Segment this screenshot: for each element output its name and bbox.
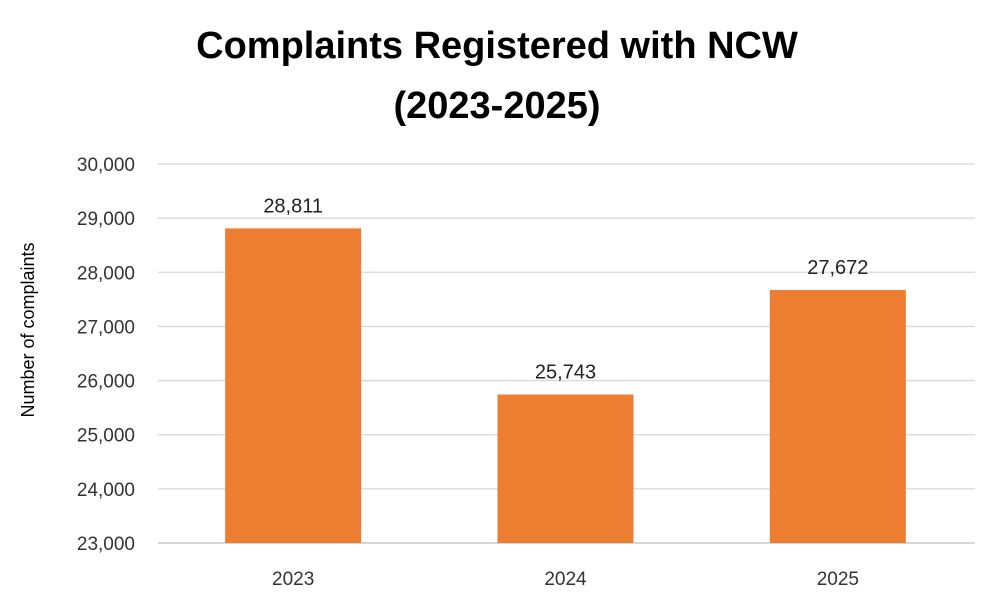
x-tick-label: 2024 xyxy=(544,569,587,590)
y-tick-label: 26,000 xyxy=(77,372,135,393)
data-label: 27,672 xyxy=(807,257,868,279)
bar-2024 xyxy=(497,394,634,543)
bars xyxy=(225,228,906,543)
y-axis-label: Number of complaints xyxy=(18,242,38,417)
bar-2023 xyxy=(225,228,362,543)
y-tick-label: 27,000 xyxy=(77,317,135,338)
y-tick-label: 30,000 xyxy=(77,155,135,176)
bar-2025 xyxy=(769,290,906,543)
y-tick-label: 25,000 xyxy=(77,426,135,447)
y-tick-label: 28,000 xyxy=(77,263,135,284)
y-tick-label: 29,000 xyxy=(77,209,135,230)
y-axis-ticks: 23,000 24,000 25,000 26,000 27,000 28,000 29,0… xyxy=(77,155,135,555)
y-tick-label: 24,000 xyxy=(77,480,135,501)
x-tick-label: 2023 xyxy=(272,569,314,590)
data-label: 25,743 xyxy=(535,361,596,383)
chart-title-line-2: (2023-2025) xyxy=(393,85,600,127)
x-tick-label: 2025 xyxy=(817,569,859,590)
data-label: 28,811 xyxy=(263,195,323,217)
x-axis-ticks: 2023 2024 2025 xyxy=(272,569,859,590)
data-labels: 28,811 25,743 27,672 xyxy=(263,195,868,383)
y-tick-label: 23,000 xyxy=(77,534,135,555)
chart-title-line-1: Complaints Registered with NCW xyxy=(196,25,798,67)
